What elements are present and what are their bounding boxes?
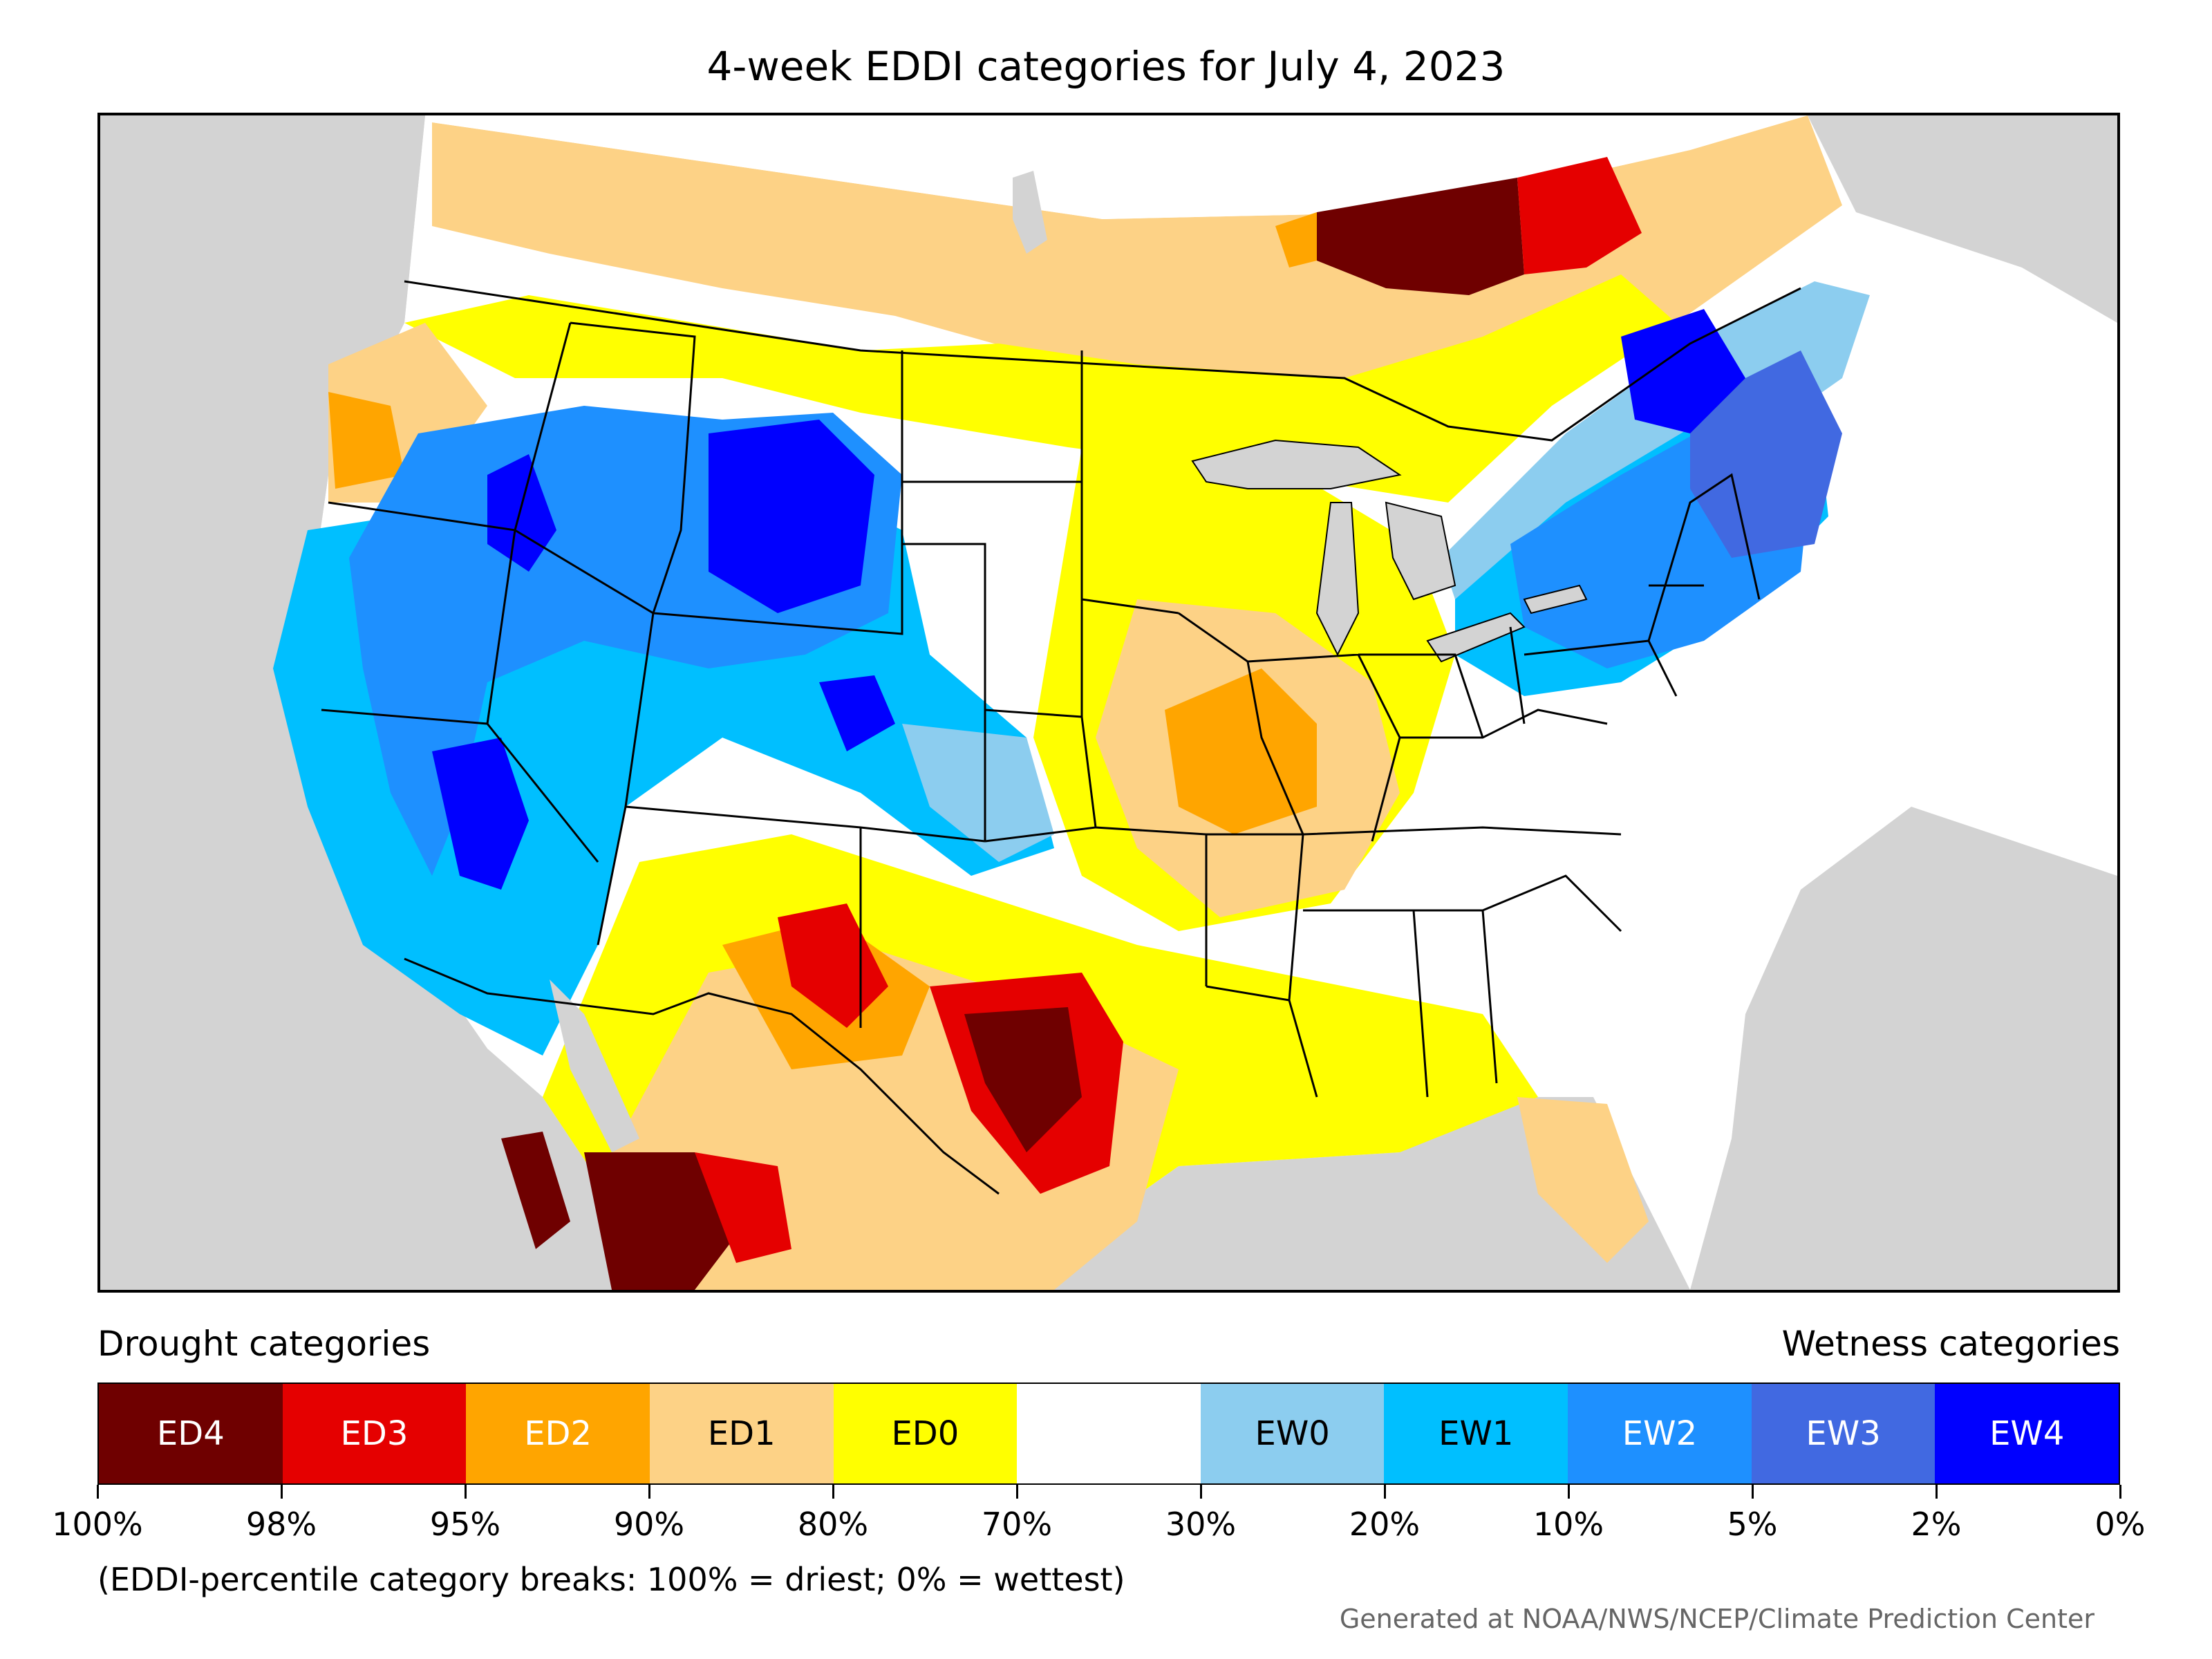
colorbar-tick-label: 70% bbox=[981, 1506, 1053, 1543]
category-label: ED4 bbox=[156, 1414, 225, 1453]
category-label: ED1 bbox=[707, 1414, 776, 1453]
colorbar-tick-label: 2% bbox=[1911, 1506, 1962, 1543]
us-canada-border bbox=[404, 280, 1801, 442]
colorbar-tick bbox=[1567, 1485, 1570, 1499]
colorbar-tick-label: 5% bbox=[1727, 1506, 1778, 1543]
colorbar-tick bbox=[96, 1485, 99, 1499]
wetness-heading: Wetness categories bbox=[1781, 1324, 2120, 1364]
category-label: EW3 bbox=[1806, 1414, 1881, 1453]
ed4-texas bbox=[964, 1007, 1082, 1152]
canada-ed4-region bbox=[1317, 178, 1524, 295]
eddi-map-svg bbox=[100, 115, 2117, 1290]
colorbar-tick bbox=[1199, 1485, 1202, 1499]
gulf-of-california bbox=[550, 980, 639, 1152]
credit-line: Generated at NOAA/NWS/NCEP/Climate Predi… bbox=[1339, 1604, 2094, 1634]
northeast-states bbox=[1509, 473, 1761, 724]
colorbar-tick bbox=[832, 1485, 834, 1499]
eddi-map bbox=[97, 113, 2120, 1293]
ew4-idaho bbox=[487, 454, 556, 572]
category-box-normal bbox=[1017, 1384, 1201, 1483]
colorbar-tick-label: 20% bbox=[1349, 1506, 1421, 1543]
ed3-mexico bbox=[695, 1152, 791, 1263]
colorbar-tick bbox=[464, 1485, 467, 1499]
colorbar-tick-label: 98% bbox=[245, 1506, 317, 1543]
category-box-ew3: EW3 bbox=[1751, 1384, 1936, 1483]
lake-ontario bbox=[1523, 584, 1588, 615]
colorbar-tick bbox=[1751, 1485, 1754, 1499]
category-label: EW4 bbox=[1989, 1414, 2065, 1453]
category-label: EW1 bbox=[1438, 1414, 1514, 1453]
us-mexico-border bbox=[404, 957, 1000, 1195]
colorbar-tick-label: 80% bbox=[797, 1506, 869, 1543]
category-box-ed2: ED2 bbox=[466, 1384, 650, 1483]
canada-ed2-region bbox=[1275, 212, 1317, 268]
colorbar-tick bbox=[280, 1485, 283, 1499]
colorbar-tick bbox=[648, 1485, 650, 1499]
drought-heading: Drought categories bbox=[97, 1324, 431, 1364]
lake-winnipeg bbox=[1013, 171, 1047, 254]
ew4-california bbox=[432, 738, 529, 890]
ew4-quebec bbox=[1621, 309, 1745, 433]
category-label: EW2 bbox=[1622, 1414, 1698, 1453]
pacific-water bbox=[100, 115, 646, 1290]
ed2-oregon bbox=[328, 392, 404, 489]
category-box-ed0: ED0 bbox=[833, 1384, 1018, 1483]
ew4-wyoming bbox=[709, 420, 874, 613]
ed1-florida bbox=[1517, 1097, 1649, 1263]
colorbar-tick bbox=[1935, 1485, 1938, 1499]
colorbar-tick bbox=[1383, 1485, 1386, 1499]
category-label: ED2 bbox=[524, 1414, 592, 1453]
boundaries bbox=[321, 280, 1801, 1195]
category-box-ed1: ED1 bbox=[649, 1384, 834, 1483]
colorbar-tick-label: 30% bbox=[1165, 1506, 1237, 1543]
canada-ed3-region bbox=[1517, 157, 1642, 274]
plains-states bbox=[901, 350, 1208, 986]
category-box-ew4: EW4 bbox=[1935, 1384, 2119, 1483]
colorbar-tick-label: 95% bbox=[429, 1506, 501, 1543]
colorbar-tick-label: 10% bbox=[1533, 1506, 1604, 1543]
ew3-newengland bbox=[1690, 350, 1842, 558]
ed4-mexico bbox=[584, 1152, 736, 1290]
canada-ed1-band bbox=[432, 115, 1842, 378]
ed4-baja bbox=[501, 1132, 570, 1249]
ed2-missouri bbox=[1165, 668, 1317, 834]
ew4-colorado bbox=[819, 675, 895, 751]
category-box-ed3: ED3 bbox=[282, 1384, 467, 1483]
midwest-states bbox=[1178, 612, 1622, 842]
southern-states bbox=[1206, 834, 1622, 1098]
category-label: EW0 bbox=[1255, 1414, 1330, 1453]
colorbar-tick-label: 0% bbox=[2094, 1506, 2146, 1543]
category-label: ED3 bbox=[340, 1414, 409, 1453]
map-title: 4-week EDDI categories for July 4, 2023 bbox=[706, 43, 1506, 90]
colorbar-tick bbox=[1015, 1485, 1018, 1499]
category-box-ew2: EW2 bbox=[1568, 1384, 1752, 1483]
ed0-north-fringe bbox=[404, 274, 1676, 503]
category-note: (EDDI-percentile category breaks: 100% =… bbox=[97, 1561, 1125, 1598]
atlantic-water bbox=[1690, 807, 2117, 1290]
category-colorbar: ED4 ED3 ED2 ED1 ED0 EW0 EW1 EW2 EW3 EW4 bbox=[97, 1382, 2120, 1485]
colorbar-tick bbox=[2119, 1485, 2121, 1499]
colorbar-tick-label: 90% bbox=[613, 1506, 685, 1543]
lake-michigan bbox=[1315, 502, 1360, 657]
colorbar-tick-label: 100% bbox=[52, 1506, 143, 1543]
category-box-ew0: EW0 bbox=[1200, 1384, 1385, 1483]
category-box-ed4: ED4 bbox=[99, 1384, 283, 1483]
category-label: ED0 bbox=[891, 1414, 959, 1453]
lake-superior bbox=[1191, 439, 1402, 489]
category-box-ew1: EW1 bbox=[1384, 1384, 1568, 1483]
lake-huron bbox=[1385, 501, 1456, 601]
ew0-plains bbox=[902, 724, 1054, 862]
